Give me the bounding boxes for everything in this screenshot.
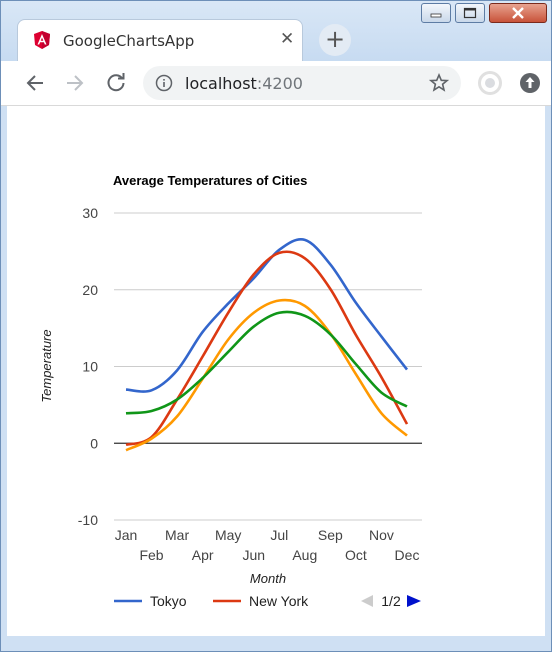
legend-prev-page-icon[interactable] [361,595,373,607]
chart-title: Average Temperatures of Cities [113,173,308,188]
title-bar: GoogleChartsApp ✕ + [1,1,551,61]
legend-page-indicator: 1/2 [381,593,401,609]
series-line-1[interactable] [125,250,409,447]
minimize-button[interactable] [421,3,451,23]
url-host: localhost [185,74,257,93]
bookmark-star-icon[interactable] [429,73,449,93]
x-axis-label: Month [250,571,286,586]
series-line-0[interactable] [125,238,409,393]
maximize-button[interactable] [455,3,485,23]
window-close-button[interactable] [489,3,547,23]
x-tick-label: Mar [165,527,189,543]
minimize-icon [430,13,442,18]
x-tick-label: Apr [192,547,214,563]
maximize-icon [463,7,477,19]
x-tick-label: Aug [292,547,317,563]
x-tick-label: Feb [139,547,163,563]
x-tick-label: Jul [270,527,288,543]
forward-arrow-icon[interactable] [61,69,89,97]
back-arrow-icon[interactable] [21,69,49,97]
x-tick-label: May [215,527,241,543]
y-tick-label: 10 [82,359,98,375]
series-line-3[interactable] [125,310,408,415]
y-tick-label: 30 [82,205,98,221]
legend-label: Tokyo [150,593,187,609]
chart-series-lines [125,238,409,452]
series-line-2[interactable] [125,298,408,452]
y-axis-label: Temperature [39,329,54,402]
y-tick-label: -10 [78,512,98,528]
y-tick-label: 20 [82,282,98,298]
url-port: :4200 [256,74,303,93]
legend-next-page-icon[interactable] [407,595,421,607]
chart-grid [114,212,422,521]
x-tick-label: Oct [345,547,367,563]
angular-logo-icon [34,31,50,49]
y-tick-label: 0 [90,435,98,451]
page-content: Average Temperatures of Cities 30 20 10 0 -1… [7,106,545,636]
profile-avatar-icon[interactable] [476,69,504,97]
x-tick-label: Nov [369,527,394,543]
reload-icon[interactable] [102,69,130,97]
browser-toolbar: localhost:4200 [1,61,551,106]
new-tab-button[interactable]: + [319,24,351,56]
legend-label: New York [249,593,309,609]
tab-title: GoogleChartsApp [63,32,195,50]
browser-tab[interactable]: GoogleChartsApp ✕ [17,19,303,61]
x-tick-label: Sep [318,527,343,543]
y-axis-ticks: 30 20 10 0 -10 [78,205,98,528]
x-tick-label: Jan [115,527,138,543]
chart-legend: Tokyo New York 1/2 [114,593,421,609]
address-bar[interactable]: localhost:4200 [143,66,461,100]
x-tick-label: Dec [395,547,420,563]
window-bottom-border [1,636,551,651]
tab-close-icon[interactable]: ✕ [280,29,295,49]
window-close-icon [512,7,524,19]
x-tick-label: Jun [242,547,265,563]
update-arrow-icon[interactable] [517,70,543,96]
info-icon[interactable] [155,74,173,92]
url-text[interactable]: localhost:4200 [185,74,303,93]
